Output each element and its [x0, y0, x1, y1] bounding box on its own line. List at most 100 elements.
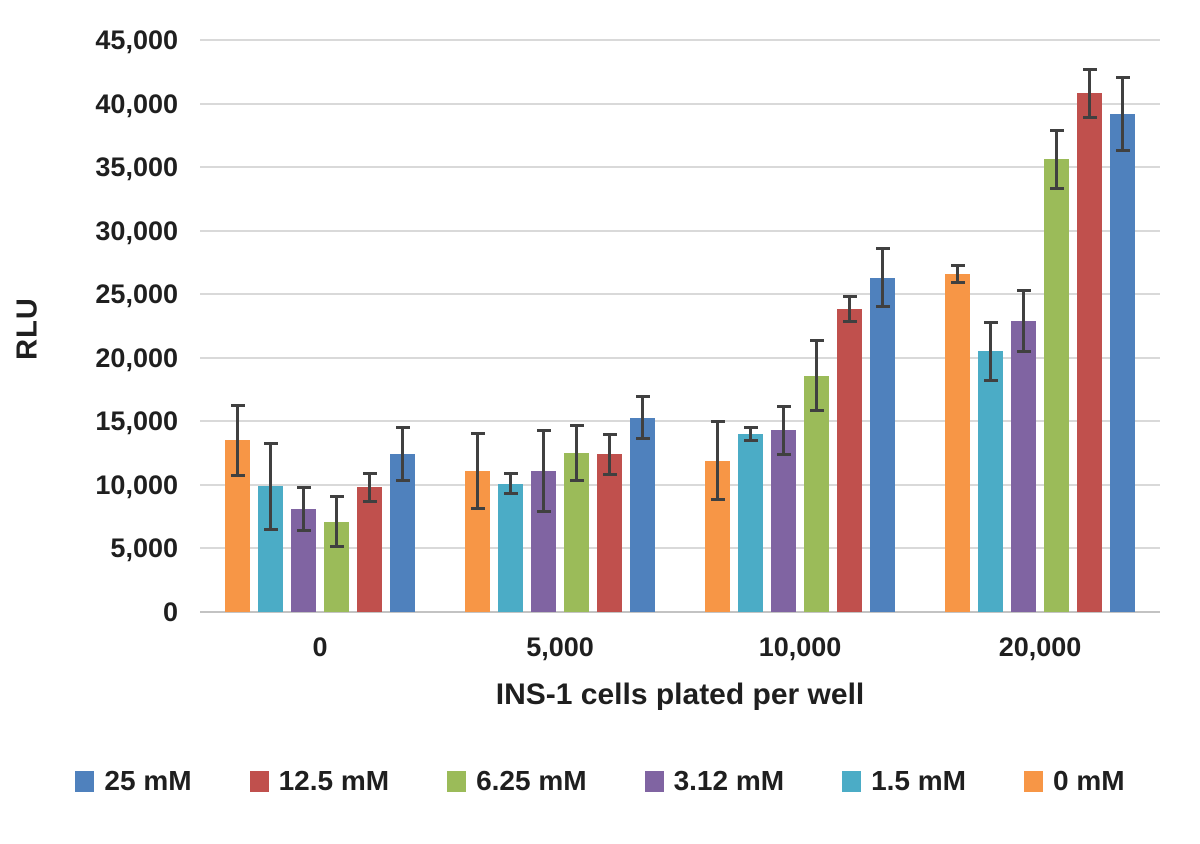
error-bar-cap-bottom [470, 507, 485, 511]
bar-6.25mM-cat2 [804, 375, 829, 612]
error-bar-vline [1022, 289, 1025, 353]
legend-label: 25 mM [104, 765, 192, 796]
error-bar [983, 320, 998, 382]
error-bar-cap-bottom [263, 527, 278, 531]
error-bar-cap-bottom [776, 452, 791, 456]
error-bar-vline [608, 432, 611, 476]
error-bar-cap-bottom [983, 378, 998, 382]
error-bar [1082, 67, 1097, 119]
error-bar-vline [575, 423, 578, 483]
error-bar-vline [509, 472, 512, 496]
error-bar [470, 431, 485, 511]
x-tick-label: 20,000 [998, 632, 1082, 662]
error-bar-cap-top [842, 295, 857, 299]
error-bar-vline [989, 320, 992, 382]
legend: 25 mM 12.5 mM 6.25 mM 3.12 mM 1.5 mM 0 mM [0, 765, 1200, 797]
error-bar-cap-top [569, 423, 584, 427]
error-bar-cap-bottom [1115, 148, 1130, 152]
error-bar [329, 495, 344, 549]
legend-swatch-icon [644, 770, 664, 792]
error-bar-cap-top [602, 432, 617, 436]
error-bar [503, 472, 518, 496]
y-tick-label: 10,000 [95, 469, 178, 500]
error-bar-vline [782, 404, 785, 456]
legend-label: 0 mM [1053, 765, 1125, 796]
plot-area [200, 39, 1160, 613]
bar-3.12mM-cat2 [771, 430, 796, 612]
legend-item-12.5mM: 12.5 mM [249, 765, 389, 797]
error-bar [1049, 128, 1064, 190]
error-bar-cap-top [470, 431, 485, 435]
bar-12.5mM-cat3 [1077, 93, 1102, 612]
y-tick-label: 20,000 [95, 342, 178, 373]
x-tick-label: 10,000 [758, 632, 842, 662]
error-bar-cap-top [710, 420, 725, 424]
gridline [200, 420, 1160, 423]
error-bar-vline [848, 295, 851, 324]
error-bar [230, 403, 245, 478]
error-bar [842, 295, 857, 324]
error-bar-cap-bottom [536, 509, 551, 513]
error-bar-cap-bottom [395, 479, 410, 483]
legend-label: 6.25 mM [476, 765, 587, 796]
y-tick-label: 15,000 [95, 406, 178, 437]
error-bar-cap-top [296, 486, 311, 490]
legend-label: 3.12 mM [673, 765, 785, 796]
error-bar-cap-top [776, 404, 791, 408]
bar-6.25mM-cat3 [1044, 159, 1069, 612]
error-bar-vline [401, 426, 404, 483]
error-bar-cap-bottom [1016, 349, 1031, 353]
y-tick-label: 5,000 [110, 533, 178, 564]
error-bar [569, 423, 584, 483]
error-bar [263, 441, 278, 531]
gridline [200, 102, 1160, 105]
y-tick-label: 30,000 [95, 215, 178, 246]
bar-12.5mM-cat1 [597, 454, 622, 612]
y-tick-label: 40,000 [95, 88, 178, 119]
error-bar-cap-top [395, 426, 410, 430]
error-bar-vline [815, 338, 818, 413]
error-bar-cap-top [983, 320, 998, 324]
bar-12.5mM-cat2 [837, 309, 862, 612]
error-bar-cap-bottom [230, 474, 245, 478]
legend-item-1.5mM: 1.5 mM [842, 765, 966, 797]
error-bar-vline [476, 431, 479, 511]
error-bar-vline [302, 486, 305, 532]
error-bar-cap-bottom [1082, 115, 1097, 119]
gridline [200, 39, 1160, 41]
error-bar-cap-top [875, 247, 890, 251]
error-bar [776, 404, 791, 456]
error-bar-vline [236, 403, 239, 478]
gridline [200, 293, 1160, 296]
error-bar-cap-top [362, 472, 377, 476]
error-bar [875, 247, 890, 309]
x-axis-title: INS-1 cells plated per well [495, 678, 865, 711]
error-bar-cap-bottom [842, 320, 857, 324]
error-bar [1016, 289, 1031, 353]
error-bar-cap-bottom [1049, 186, 1064, 190]
legend-item-25mM: 25 mM [75, 765, 192, 797]
error-bar-cap-bottom [602, 472, 617, 476]
bar-1.5mM-cat1 [498, 483, 523, 612]
error-bar-cap-top [230, 403, 245, 407]
error-bar [536, 428, 551, 513]
gridline [200, 229, 1160, 232]
bar-25mM-cat3 [1110, 113, 1135, 612]
error-bar-vline [269, 441, 272, 531]
error-bar-cap-bottom [950, 281, 965, 285]
legend-item-0mM: 0 mM [1024, 765, 1125, 797]
error-bar-cap-top [743, 426, 758, 430]
legend-swatch-icon [842, 770, 862, 792]
error-bar-cap-top [1082, 67, 1097, 71]
y-tick-label: 25,000 [95, 279, 178, 310]
error-bar-vline [956, 263, 959, 285]
error-bar-cap-top [263, 441, 278, 445]
error-bar-cap-top [1115, 75, 1130, 79]
error-bar [1115, 75, 1130, 152]
legend-label: 1.5 mM [871, 765, 966, 796]
error-bar-cap-bottom [503, 492, 518, 496]
error-bar-vline [641, 394, 644, 441]
y-tick-label: 35,000 [95, 152, 178, 183]
gridline [200, 356, 1160, 359]
bar-3.12mM-cat3 [1011, 320, 1036, 612]
